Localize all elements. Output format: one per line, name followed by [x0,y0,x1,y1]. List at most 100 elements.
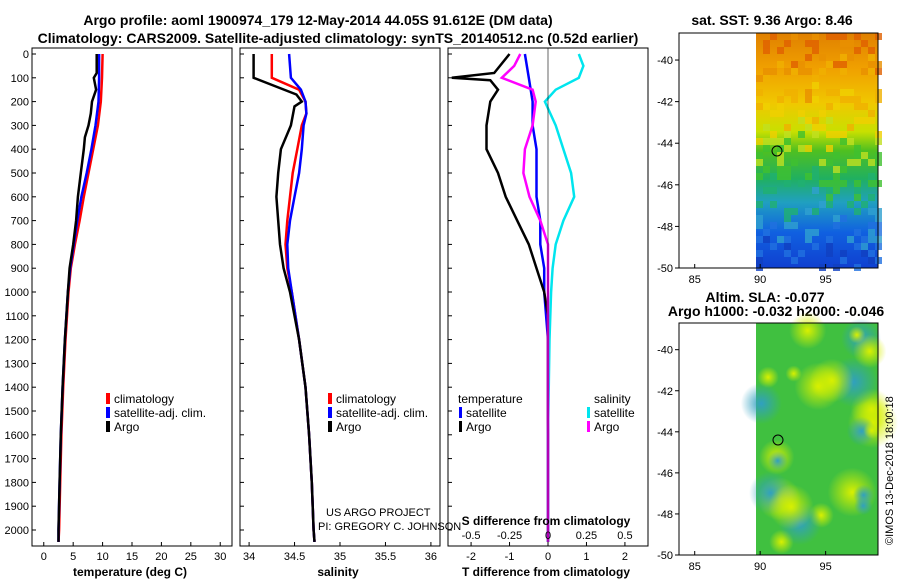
depth-tick-label: 1700 [5,454,29,466]
temperature-x-label: temperature (deg C) [73,565,187,579]
sst-pixel [833,222,840,229]
sst-pixel [812,124,819,131]
sst-pixel [777,173,784,180]
legend-climatology: climatology [336,392,396,406]
sst-pixel [784,208,791,215]
sst-pixel [868,54,875,61]
depth-tick-label: 200 [11,97,29,109]
sst-pixel [868,208,875,215]
legend-swatch-satellite [106,407,110,418]
difference-x-label: T difference from climatology [462,565,630,579]
sst-pixel [784,124,791,131]
sst-pixel [847,124,854,131]
sla-blob [863,422,881,439]
legend-swatch-argo [587,421,590,432]
sst-pixel [868,180,875,187]
sst-pixel [840,33,847,40]
x-tick-label: 25 [185,551,197,563]
sla-blob [853,484,875,506]
sst-pixel [854,103,861,110]
sst-pixel [798,180,805,187]
sst-pixel [868,117,875,124]
sst-pixel [791,68,798,75]
x-tick-label: 34 [243,551,255,563]
sst-pixel [770,33,777,40]
sst-pixel [805,145,812,152]
sst-pixel [791,61,798,68]
sst-pixel [812,173,819,180]
sst-pixel [777,138,784,145]
temperature-panel-frame [31,47,233,547]
sst-pixel [756,201,763,208]
x-tick-label: 10 [96,551,108,563]
sst-pixel [847,236,854,243]
sst-pixel [812,47,819,54]
difference-line-salinity-satellite [543,53,585,542]
sst-pixel [861,243,868,250]
x-tick-label: 1 [583,551,589,563]
sst-pixel [840,166,847,173]
sst-pixel [854,33,861,40]
sst-pixel [812,166,819,173]
sst-pixel [819,124,826,131]
lon-tick-label: 90 [754,274,766,286]
depth-tick-label: 500 [11,168,29,180]
sst-pixel [756,103,763,110]
sst-pixel [770,131,777,138]
legend-swatch-satellite [328,407,332,418]
sst-pixel [805,173,812,180]
sst-pixel [840,215,847,222]
sst-pixel [861,152,868,159]
legend-swatch-satellite [587,407,590,418]
legend-argo: Argo [336,420,362,434]
sst-pixel [840,40,847,47]
depth-axis: 0 100 200 300 400 500 600 700 800 900 1000 1100 1200… [5,49,29,537]
sst-pixel [868,257,875,264]
sst-pixel [798,145,805,152]
sst-pixel [784,166,791,173]
sst-pixel [763,68,770,75]
sst-pixel [826,61,833,68]
sst-pixel [770,243,777,250]
sst-pixel [777,110,784,117]
sst-pixel [840,68,847,75]
sst-pixel [854,243,861,250]
sst-pixel [805,89,812,96]
sst-pixel [756,257,763,264]
lat-tick-label: -50 [657,263,673,275]
sst-pixel [763,47,770,54]
sst-pixel [784,173,791,180]
sla-map-title-1: Altim. SLA: -0.077 [705,289,824,305]
sst-pixel [819,110,826,117]
sst-pixel [805,236,812,243]
sst-pixel [826,243,833,250]
sst-pixel [805,229,812,236]
sst-pixel [868,173,875,180]
legend-salinity-title: salinity [594,392,631,406]
sst-pixel [854,208,861,215]
sla-blob [852,334,887,369]
legend-swatch-argo [328,421,332,432]
sst-pixel [777,47,784,54]
x-tick-label: -1 [505,551,515,563]
x-tick-label: 34.5 [284,551,305,563]
sst-pixel [847,54,854,61]
sst-pixel [791,159,798,166]
sst-pixel [791,257,798,264]
sst-pixel [812,82,819,89]
sst-pixel [784,40,791,47]
difference-legend-salinity: salinity satellite Argo [587,392,635,434]
lon-tick-label: 95 [820,274,832,286]
legend-satellite: satellite [594,406,635,420]
sst-pixel [847,96,854,103]
legend-satellite: satellite-adj. clim. [336,406,428,420]
sst-pixel [763,138,770,145]
depth-tick-label: 700 [11,216,29,228]
sst-pixel [805,68,812,75]
lon-tick-label: 90 [754,561,766,573]
sst-pixel [763,236,770,243]
sst-pixel [826,201,833,208]
sst-pixel [854,180,861,187]
depth-tick-label: 1400 [5,382,29,394]
sst-pixel [812,229,819,236]
